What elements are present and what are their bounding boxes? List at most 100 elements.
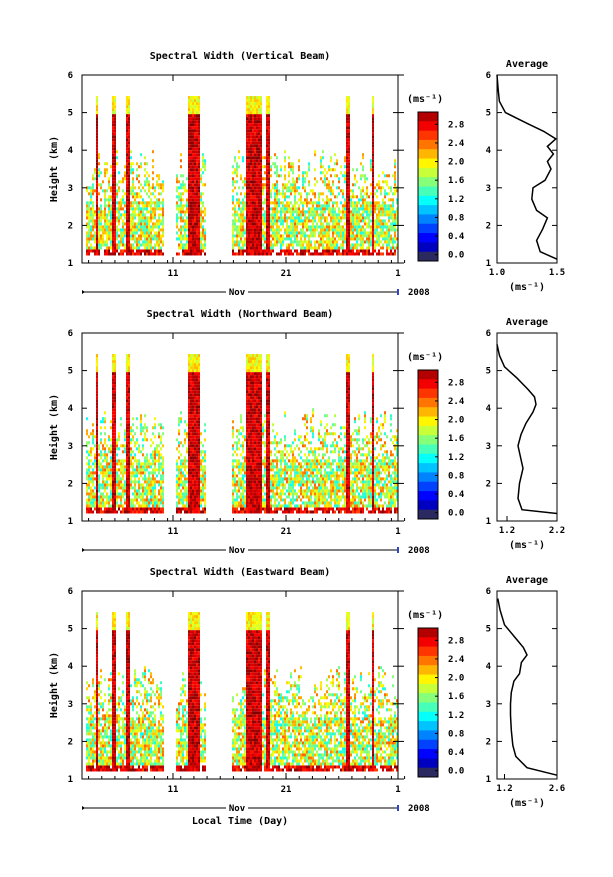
heatmap-cell [94, 252, 96, 256]
heatmap-cell [348, 114, 350, 118]
heatmap-cell [186, 189, 188, 193]
heatmap-cell [186, 234, 188, 238]
heatmap-cell [140, 471, 142, 475]
heatmap-cell [242, 249, 244, 253]
heatmap-cell [248, 117, 250, 121]
heatmap-cell [256, 240, 258, 244]
heatmap-cell [124, 216, 126, 220]
heatmap-cell [104, 174, 106, 178]
heatmap-cell [356, 168, 358, 172]
heatmap-cell [270, 222, 272, 226]
heatmap-cell [274, 234, 276, 238]
heatmap-cell [322, 192, 324, 196]
heatmap-cell [130, 168, 132, 172]
heatmap-cell [256, 102, 258, 106]
heatmap-cell [198, 132, 200, 136]
heatmap-cell [250, 201, 252, 205]
heatmap-cell [194, 195, 196, 199]
heatmap-cell [182, 483, 184, 487]
heatmap-cell [112, 399, 114, 403]
heatmap-cell [144, 246, 146, 250]
heatmap-cell [186, 501, 188, 505]
heatmap-cell [88, 210, 90, 214]
heatmap-cell [348, 246, 350, 250]
heatmap-cell [160, 495, 162, 499]
heatmap-cell [294, 225, 296, 229]
heatmap-cell [118, 462, 120, 466]
heatmap-cell [308, 183, 310, 187]
heatmap-cell [278, 237, 280, 241]
heatmap-cell [190, 366, 192, 370]
heatmap-cell [128, 399, 130, 403]
heatmap-cell [344, 198, 346, 202]
heatmap-cell [188, 144, 190, 148]
heatmap-cell [96, 102, 98, 106]
heatmap-cell [194, 375, 196, 379]
heatmap-cell [350, 225, 352, 229]
heatmap-cell [188, 165, 190, 169]
heatmap-cell [198, 495, 200, 499]
heatmap-cell [198, 231, 200, 235]
heatmap-cell [186, 237, 188, 241]
heatmap-cell [198, 156, 200, 160]
heatmap-cell [192, 432, 194, 436]
heatmap-cell [112, 240, 114, 244]
heatmap-cell [128, 225, 130, 229]
heatmap-cell [396, 216, 398, 220]
heatmap-cell [378, 225, 380, 229]
heatmap-cell [136, 462, 138, 466]
heatmap-cell [88, 495, 90, 499]
heatmap-cell [100, 204, 102, 208]
heatmap-cell [154, 210, 156, 214]
heatmap-cell [138, 468, 140, 472]
heatmap-cell [194, 120, 196, 124]
heatmap-cell [196, 192, 198, 196]
heatmap-cell [232, 189, 234, 193]
heatmap-cell [180, 159, 182, 163]
heatmap-cell [198, 252, 200, 256]
heatmap-cell [146, 489, 148, 493]
heatmap-cell [96, 432, 98, 436]
heatmap-cell [126, 396, 128, 400]
heatmap-cell [150, 192, 152, 196]
heatmap-cell [194, 153, 196, 157]
heatmap-cell [190, 213, 192, 217]
heatmap-cell [296, 201, 298, 205]
heatmap-cell [126, 201, 128, 205]
heatmap-cell [152, 453, 154, 457]
heatmap-cell [298, 168, 300, 172]
heatmap-cell [162, 252, 164, 256]
heatmap-cell [390, 228, 392, 232]
heatmap-cell [260, 117, 262, 121]
heatmap-cell [348, 105, 350, 109]
heatmap-cell [190, 141, 192, 145]
heatmap-cell [150, 507, 152, 511]
heatmap-cell [152, 201, 154, 205]
heatmap-cell [96, 246, 98, 250]
heatmap-cell [130, 486, 132, 490]
heatmap-cell [246, 192, 248, 196]
heatmap-cell [140, 210, 142, 214]
heatmap-cell [372, 210, 374, 214]
heatmap-cell [270, 165, 272, 169]
heatmap-cell [192, 462, 194, 466]
heatmap-cell [192, 501, 194, 505]
heatmap-cell [374, 219, 376, 223]
heatmap-cell [192, 477, 194, 481]
heatmap-cell [104, 426, 106, 430]
heatmap-cell [270, 201, 272, 205]
heatmap-cell [378, 240, 380, 244]
heatmap-cell [250, 156, 252, 160]
heatmap-cell [314, 243, 316, 247]
heatmap-cell [114, 150, 116, 154]
heatmap-cell [140, 474, 142, 478]
heatmap-cell [190, 420, 192, 424]
heatmap-cell [238, 228, 240, 232]
heatmap-cell [192, 243, 194, 247]
heatmap-cell [138, 201, 140, 205]
heatmap-cell [142, 468, 144, 472]
heatmap-cell [354, 213, 356, 217]
heatmap-cell [360, 189, 362, 193]
heatmap-cell [146, 210, 148, 214]
heatmap-cell [108, 186, 110, 190]
